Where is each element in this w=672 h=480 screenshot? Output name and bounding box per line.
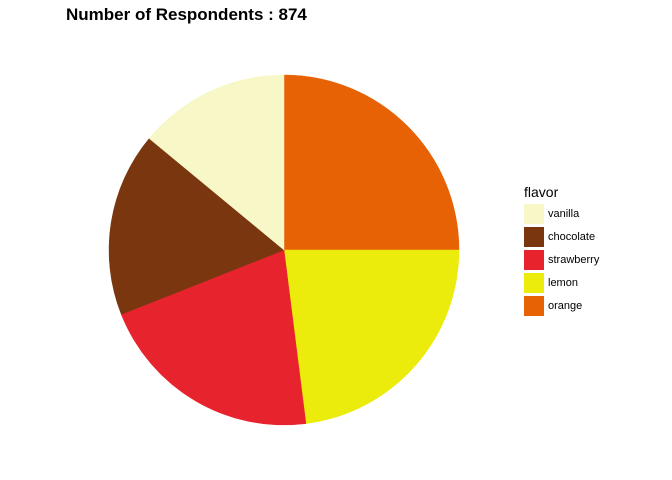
legend-label: vanilla [548,207,580,220]
legend-key-strawberry [524,249,544,270]
legend: flavor vanilla chocolate strawberry lemon or… [524,182,599,317]
pie-slice-orange [283,74,460,251]
pie-slice-vanilla [148,74,285,251]
legend-label: orange [548,299,583,312]
legend-item-lemon: lemon [524,271,599,294]
legend-item-strawberry: strawberry [524,248,599,271]
pie-slice-strawberry [120,249,307,426]
legend-title: flavor [524,184,559,200]
legend-key-lemon [524,272,544,293]
legend-label: chocolate [548,230,596,243]
legend-key-orange [524,295,544,316]
chart-title: Number of Respondents : 874 [66,5,307,24]
legend-label: lemon [548,276,578,289]
legend-item-vanilla: vanilla [524,202,599,225]
legend-key-chocolate [524,226,544,247]
pie-slice-chocolate [108,138,285,315]
legend-item-orange: orange [524,294,599,317]
pie-slice-lemon [283,249,460,424]
legend-label: strawberry [548,253,600,266]
legend-key-vanilla [524,203,544,224]
legend-item-chocolate: chocolate [524,225,599,248]
